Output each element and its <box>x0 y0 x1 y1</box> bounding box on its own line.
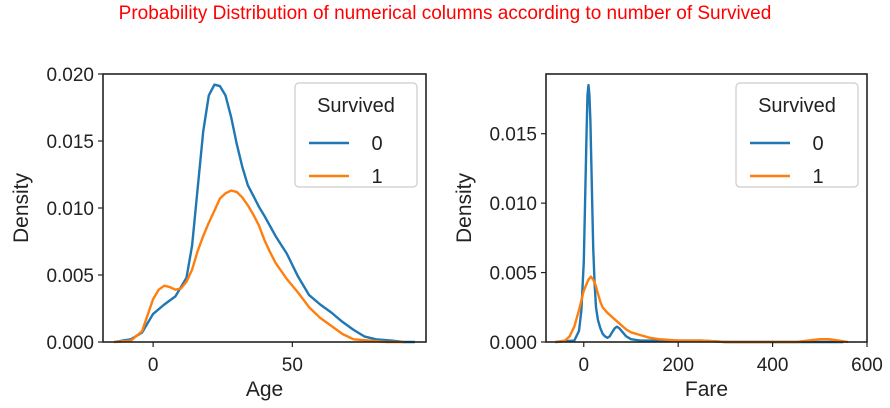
fare-ytick-label: 0.005 <box>489 264 537 285</box>
age-ytick-label: 0.005 <box>46 266 94 287</box>
age-y-axis-label: Density <box>10 172 33 243</box>
fare-xtick-label: 200 <box>662 355 694 376</box>
figure-title: Probability Distribution of numerical co… <box>118 3 772 24</box>
age-xtick-label: 50 <box>282 355 303 376</box>
fare-series-1-line <box>555 275 849 344</box>
age-legend-label-0: 0 <box>371 133 382 155</box>
age-legend-label-1: 1 <box>371 166 382 188</box>
fare-ytick-label: 0.015 <box>489 125 537 146</box>
age-legend-box <box>294 82 418 188</box>
age-density-chart: 0 50 0.000 0.005 0.010 0.015 0.020 Age Density Su… <box>10 65 427 401</box>
age-ytick-label: 0.020 <box>46 65 94 86</box>
fare-legend-label-0: 0 <box>812 133 823 155</box>
fare-y-axis-label: Density <box>453 172 476 243</box>
fare-legend-title: Survived <box>758 95 836 117</box>
fare-xtick-label: 400 <box>757 355 789 376</box>
fare-density-chart: 0 200 400 600 0.000 0.005 0.010 0.015 Fare Densit… <box>453 73 883 401</box>
age-ytick-label: 0.010 <box>46 199 94 220</box>
fare-legend-label-1: 1 <box>812 166 823 188</box>
age-ytick-label: 0.000 <box>46 333 94 354</box>
fare-x-axis-label: Fare <box>685 378 728 401</box>
age-x-axis-label: Age <box>246 378 283 401</box>
fare-plot-frame <box>545 73 868 343</box>
age-legend-title: Survived <box>317 95 395 117</box>
fare-series-0-line <box>555 83 844 344</box>
fare-xtick-label: 600 <box>851 355 883 376</box>
fare-ytick-label: 0.010 <box>489 194 537 215</box>
fare-ytick-label: 0.000 <box>489 333 537 354</box>
age-series-1-line <box>114 189 404 344</box>
fare-xtick-label: 0 <box>578 355 589 376</box>
age-ytick-label: 0.015 <box>46 132 94 153</box>
fare-legend-box <box>735 82 859 188</box>
age-xtick-label: 0 <box>148 355 159 376</box>
